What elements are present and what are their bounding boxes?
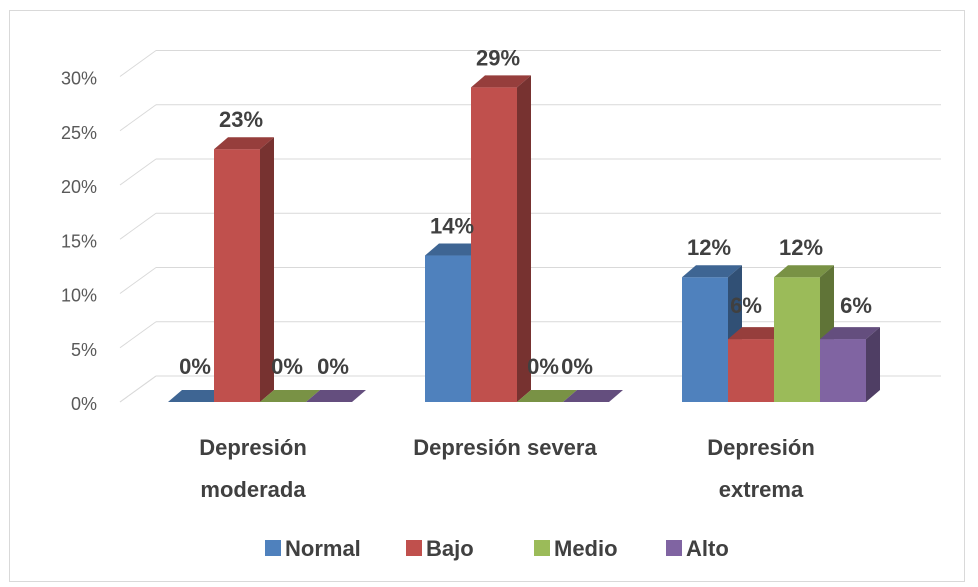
category-label: extrema [719,477,804,502]
bar-front [728,339,774,402]
bar-front [425,255,471,402]
bar-front [820,339,866,402]
data-label: 0% [317,354,349,379]
data-label: 14% [430,214,474,239]
wall-gridline [119,104,157,132]
bar-top [517,390,577,402]
legend-item: Alto [666,536,729,561]
y-tick-label: 20% [61,177,97,197]
data-label: 12% [687,235,731,260]
legend-swatch [265,540,281,556]
y-axis: 0% 5% 10% 15% 20% 25% 30% [61,69,97,415]
data-label: 6% [730,293,762,318]
bar-front [774,277,820,402]
bar-top [563,390,623,402]
bar-front [682,277,728,402]
data-label: 12% [779,235,823,260]
bar [214,137,274,402]
bar-side [260,137,274,402]
y-tick-label: 5% [71,340,97,360]
bar-top [728,327,788,340]
bar [517,390,577,403]
legend-item: Medio [534,536,618,561]
category-label: Depresión [707,435,815,460]
bar-top [306,390,366,402]
bar [563,390,623,403]
data-label: 0% [527,354,559,379]
data-labels: 0%23%0% 0%14%29%0% 0%12%6%12%6% [179,45,872,379]
bar-front [214,149,260,402]
data-label: 0% [271,354,303,379]
category-label: moderada [200,477,306,502]
bar [168,390,228,403]
y-tick-label: 10% [61,286,97,306]
legend-label: Alto [686,536,729,561]
wall-gridline [119,158,157,186]
wall-gridline [119,321,157,349]
bar-top [425,243,485,256]
category-label: Depresión severa [413,435,597,460]
legend-swatch [534,540,550,556]
legend-item: Bajo [406,536,474,561]
y-tick-label: 15% [61,231,97,251]
bar [260,390,320,403]
y-tick-label: 0% [71,394,97,414]
bar-top [214,137,274,150]
data-label: 0% [179,354,211,379]
category-label: Depresión [199,435,307,460]
bar [820,327,880,402]
legend-label: Medio [554,536,618,561]
data-label: 6% [840,293,872,318]
legend-item: Normal [265,536,361,561]
bar-front [471,87,517,402]
bar-top [682,265,742,278]
data-label: 23% [219,107,263,132]
floor-edge [119,375,157,403]
legend-swatch [666,540,682,556]
wall-gridline [119,267,157,294]
bar-top [774,265,834,278]
bar-side [517,75,531,402]
data-label: 0% [561,354,593,379]
bar [471,75,531,402]
wall-gridline [119,212,157,240]
bar-top [260,390,320,402]
legend-label: Bajo [426,536,474,561]
x-axis: Depresión moderada Depresión severa Depresi… [199,435,815,502]
bar [306,390,366,403]
data-label: 29% [476,45,520,70]
y-tick-label: 30% [61,69,97,89]
wall-gridline [119,50,157,77]
bar-top [471,75,531,88]
legend-swatch [406,540,422,556]
bars [168,75,880,403]
y-tick-label: 25% [61,123,97,143]
bar-top [168,390,228,402]
bar-top [820,327,880,340]
legend-label: Normal [285,536,361,561]
bar-side [866,327,880,402]
legend: Normal Bajo Medio Alto [265,536,729,561]
